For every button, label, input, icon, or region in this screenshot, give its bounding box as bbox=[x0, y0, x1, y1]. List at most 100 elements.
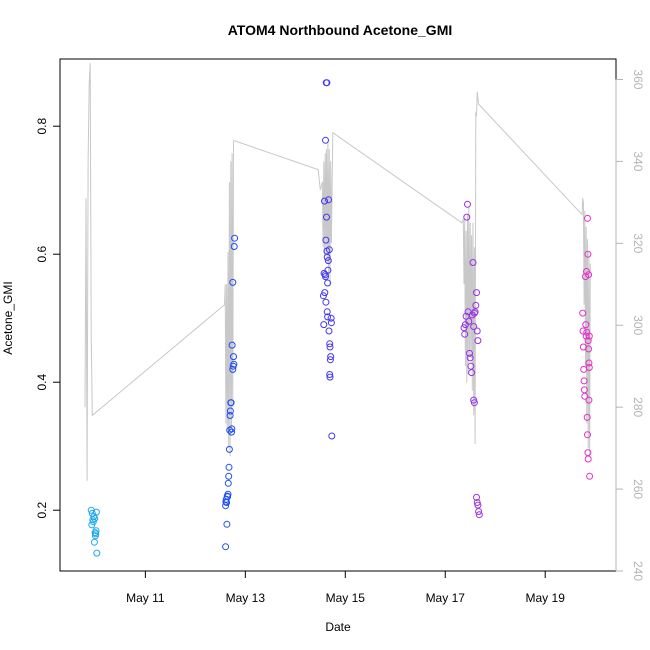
data-point bbox=[88, 521, 96, 529]
data-point bbox=[325, 196, 333, 204]
data-point bbox=[470, 323, 478, 330]
data-point bbox=[225, 472, 233, 480]
data-point bbox=[92, 508, 100, 516]
y-tick-label: 0.2 bbox=[35, 502, 49, 519]
right-axis: 240 260 280 300 320 340 360 bbox=[615, 69, 645, 581]
data-point bbox=[228, 425, 236, 433]
data-point bbox=[328, 432, 336, 440]
data-point bbox=[584, 455, 592, 463]
data-point bbox=[229, 278, 237, 286]
data-point bbox=[473, 327, 481, 335]
data-point bbox=[326, 371, 334, 378]
y-axis: 0.2 0.4 0.6 0.8 bbox=[35, 118, 61, 519]
data-point bbox=[231, 234, 239, 242]
data-point bbox=[585, 345, 593, 353]
x-axis: May 11 May 13 May 15 May 17 May 19 bbox=[126, 570, 566, 605]
data-point bbox=[226, 407, 234, 415]
data-point bbox=[228, 428, 235, 436]
data-point bbox=[586, 472, 594, 480]
data-point bbox=[323, 308, 331, 316]
data-point bbox=[584, 250, 592, 258]
data-point bbox=[324, 279, 332, 287]
data-point bbox=[467, 362, 475, 370]
data-point bbox=[92, 530, 100, 538]
data-point bbox=[225, 463, 233, 471]
data-point bbox=[324, 257, 332, 265]
data-point bbox=[585, 359, 593, 367]
data-point bbox=[322, 236, 330, 244]
data-point bbox=[327, 314, 335, 322]
data-point bbox=[326, 373, 334, 381]
data-point bbox=[327, 353, 335, 361]
data-point bbox=[475, 508, 483, 515]
right-axis-tick-label: 340 bbox=[631, 151, 645, 171]
data-point bbox=[321, 289, 329, 297]
x-tick-label: May 13 bbox=[226, 591, 266, 605]
data-point bbox=[227, 399, 235, 407]
scatter-points bbox=[87, 79, 594, 557]
right-axis-series bbox=[84, 63, 591, 481]
x-tick-label: May 19 bbox=[526, 591, 566, 605]
data-point bbox=[585, 332, 593, 340]
data-point bbox=[582, 321, 590, 329]
data-point bbox=[321, 197, 328, 205]
data-point bbox=[326, 340, 334, 348]
data-point bbox=[585, 271, 593, 279]
data-point bbox=[93, 549, 101, 557]
data-point bbox=[322, 136, 329, 144]
data-point bbox=[323, 79, 331, 87]
data-point bbox=[325, 327, 333, 335]
data-point bbox=[579, 327, 587, 335]
data-point bbox=[326, 343, 334, 351]
y-tick-label: 0.6 bbox=[35, 246, 49, 263]
data-point bbox=[581, 392, 589, 400]
data-point bbox=[322, 273, 329, 281]
data-point bbox=[463, 213, 471, 221]
data-point bbox=[230, 360, 238, 368]
data-point bbox=[582, 332, 590, 340]
data-point bbox=[324, 313, 332, 321]
y-axis-label: Acetone_GMI bbox=[1, 281, 15, 354]
right-axis-tick-label: 360 bbox=[631, 69, 645, 89]
data-point bbox=[91, 515, 99, 522]
data-point bbox=[326, 356, 334, 364]
data-point bbox=[223, 520, 231, 528]
x-tick-label: May 17 bbox=[426, 591, 466, 605]
data-point bbox=[461, 330, 469, 338]
data-point bbox=[230, 353, 237, 361]
data-point bbox=[90, 538, 98, 546]
data-point bbox=[470, 399, 478, 407]
data-point bbox=[224, 479, 232, 487]
x-tick-label: May 15 bbox=[326, 591, 366, 605]
data-point bbox=[579, 309, 587, 317]
data-point bbox=[228, 341, 236, 349]
data-point bbox=[324, 266, 332, 274]
data-point bbox=[225, 445, 233, 453]
x-tick-label: May 11 bbox=[126, 591, 165, 605]
data-point bbox=[322, 298, 330, 306]
data-point bbox=[468, 369, 476, 377]
data-point bbox=[472, 301, 480, 309]
data-point bbox=[584, 337, 592, 345]
data-point bbox=[583, 413, 591, 421]
data-point bbox=[585, 396, 593, 404]
data-point bbox=[473, 289, 480, 297]
data-point bbox=[230, 243, 238, 250]
data-point bbox=[92, 527, 100, 535]
right-axis-tick-label: 240 bbox=[631, 561, 645, 581]
data-point bbox=[325, 246, 333, 254]
data-point bbox=[464, 200, 471, 208]
data-point bbox=[584, 431, 591, 439]
data-point bbox=[224, 490, 232, 498]
data-point bbox=[580, 377, 588, 385]
data-point bbox=[222, 543, 230, 551]
data-point bbox=[465, 317, 473, 325]
data-point bbox=[89, 518, 97, 526]
data-point bbox=[323, 253, 331, 261]
data-point bbox=[466, 354, 474, 362]
data-point bbox=[473, 493, 480, 501]
y-tick-label: 0.8 bbox=[35, 118, 49, 135]
data-point bbox=[224, 493, 232, 501]
data-point bbox=[469, 259, 477, 266]
x-axis-label: Date bbox=[325, 620, 351, 634]
